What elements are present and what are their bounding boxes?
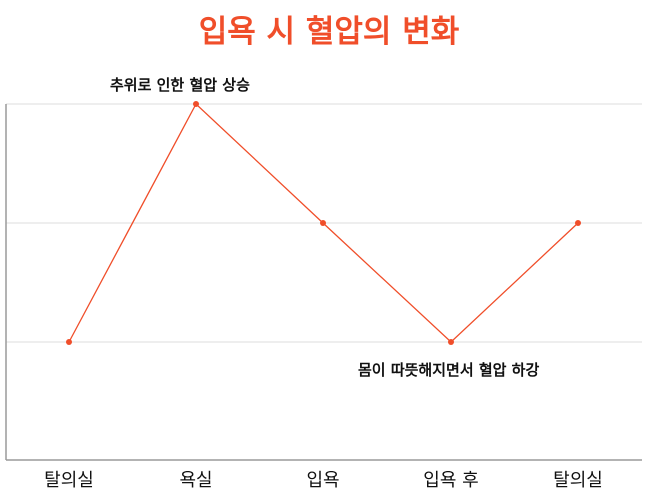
axes (5, 104, 642, 461)
x-axis-labels: 탈의실 욕실 입욕 입욕 후 탈의실 (0, 466, 658, 496)
data-point (66, 339, 72, 345)
annotation-blood-pressure-rise: 추위로 인한 혈압 상승 (110, 76, 250, 94)
chart-title: 입욕 시 혈압의 변화 (198, 14, 460, 50)
data-point (575, 220, 581, 226)
data-point (320, 220, 326, 226)
x-tick-label: 탈의실 (44, 470, 94, 491)
data-point (448, 339, 454, 345)
data-points (66, 101, 581, 345)
x-tick-label: 욕실 (179, 470, 213, 491)
annotation-blood-pressure-drop: 몸이 따뜻해지면서 혈압 하강 (358, 361, 540, 379)
x-tick-label: 입욕 (306, 470, 340, 491)
x-tick-label: 입욕 후 (423, 470, 479, 491)
data-point (193, 101, 199, 107)
x-tick-label: 탈의실 (553, 470, 603, 491)
